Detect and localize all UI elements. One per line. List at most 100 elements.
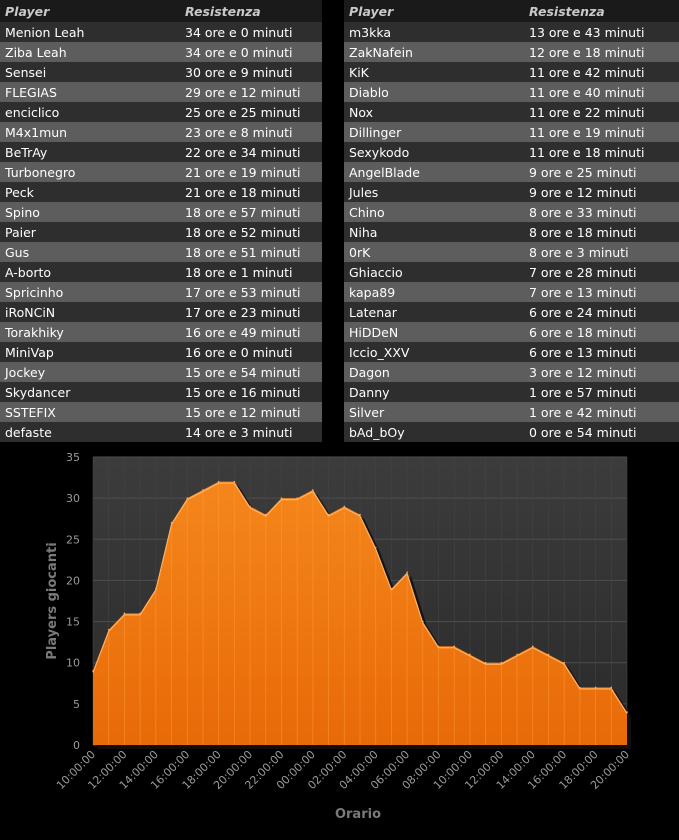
table-row: Menion Leah 34 ore e 0 minuti	[0, 22, 322, 42]
player-name: Iccio_XXV	[349, 345, 410, 360]
data-point	[233, 480, 236, 483]
player-name: KiK	[349, 65, 369, 80]
data-point	[327, 513, 330, 516]
player-name: Chino	[349, 205, 385, 220]
table-row: Jockey 15 ore e 54 minuti	[0, 362, 322, 382]
data-point	[312, 489, 314, 491]
player-name: Jockey	[5, 365, 46, 380]
resistance-value: 1 ore e 57 minuti	[529, 385, 637, 400]
table-row: Chino 8 ore e 33 minuti	[344, 202, 679, 222]
player-name: Skydancer	[5, 385, 71, 400]
player-name: ZakNafein	[349, 45, 413, 60]
table-row: Torakhiky 16 ore e 49 minuti	[0, 322, 322, 342]
player-name: A-borto	[5, 265, 52, 280]
resistance-value: 29 ore e 12 minuti	[185, 85, 301, 100]
resistance-value: 18 ore e 52 minuti	[185, 225, 301, 240]
resistance-value: 11 ore e 42 minuti	[529, 65, 645, 80]
data-point	[500, 661, 503, 664]
data-point	[202, 489, 204, 491]
table-row: Diablo 11 ore e 40 minuti	[344, 82, 679, 102]
table-row: Gus 18 ore e 51 minuti	[0, 242, 322, 262]
resistance-value: 7 ore e 13 minuti	[529, 285, 637, 300]
table-row: Ziba Leah 34 ore e 0 minuti	[0, 42, 322, 62]
player-name: Diablo	[349, 85, 389, 100]
data-point	[249, 505, 251, 508]
table-row: defaste 14 ore e 3 minuti	[0, 422, 322, 442]
resistance-value: 21 ore e 18 minuti	[185, 185, 301, 200]
table-row: iRoNCiN 17 ore e 23 minuti	[0, 302, 322, 322]
resistance-value: 8 ore e 33 minuti	[529, 205, 637, 220]
data-point	[484, 661, 487, 664]
x-axis-label: Orario	[335, 807, 381, 822]
player-name: Niha	[349, 225, 378, 240]
resistance-value: 16 ore e 49 minuti	[185, 325, 301, 340]
data-point	[139, 612, 141, 615]
resistance-value: 11 ore e 19 minuti	[529, 125, 645, 140]
table-row: Dagon 3 ore e 12 minuti	[344, 362, 679, 382]
player-name: Dillinger	[349, 125, 402, 140]
data-point	[610, 686, 613, 689]
resistance-value: 11 ore e 18 minuti	[529, 145, 645, 160]
resistance-value: 15 ore e 54 minuti	[185, 365, 301, 380]
data-point	[422, 620, 424, 623]
resistance-value: 23 ore e 8 minuti	[185, 125, 293, 140]
data-point	[531, 645, 534, 648]
resistance-value: 0 ore e 54 minuti	[529, 425, 637, 440]
player-name: kapa89	[349, 285, 396, 300]
player-name: Jules	[349, 185, 379, 200]
data-point	[359, 513, 361, 516]
player-name: FLEGIAS	[5, 85, 57, 100]
resistance-value: 12 ore e 18 minuti	[529, 45, 645, 60]
data-point	[469, 653, 471, 656]
player-name: Dagon	[349, 365, 390, 380]
player-name: Ziba Leah	[5, 45, 67, 60]
table-row: BeTrAy 22 ore e 34 minuti	[0, 142, 322, 162]
resistance-value: 34 ore e 0 minuti	[185, 25, 293, 40]
resistance-value: 14 ore e 3 minuti	[185, 425, 293, 440]
table-header: Player Resistenza	[0, 0, 322, 22]
table-row: Niha 8 ore e 18 minuti	[344, 222, 679, 242]
y-axis-ticks: 0 5 10 15 20 25 30 35	[66, 451, 80, 752]
resistance-value: 7 ore e 28 minuti	[529, 265, 637, 280]
data-point	[453, 645, 456, 648]
data-point	[92, 670, 94, 672]
player-name: m3kka	[349, 25, 392, 40]
resistance-value: 17 ore e 23 minuti	[185, 305, 301, 320]
player-name: Sensei	[5, 65, 47, 80]
table-rows: m3kka 13 ore e 43 minuti ZakNafein 12 ore e…	[344, 22, 679, 442]
data-point	[390, 587, 393, 590]
data-point	[123, 612, 126, 615]
data-point	[563, 661, 565, 664]
table-row: bAd_bOy 0 ore e 54 minuti	[344, 422, 679, 442]
player-name: HiDDeN	[349, 325, 399, 340]
data-point	[516, 653, 518, 656]
player-name: defaste	[5, 425, 52, 440]
player-name: Torakhiky	[5, 325, 64, 340]
resistance-column-header: Resistenza	[185, 4, 261, 19]
y-tick-label: 30	[66, 492, 80, 505]
player-name: iRoNCiN	[5, 305, 56, 320]
player-name: enciclico	[5, 105, 60, 120]
data-point	[343, 505, 346, 508]
table-row: Silver 1 ore e 42 minuti	[344, 402, 679, 422]
player-name: M4x1mun	[5, 125, 68, 140]
resistance-value: 1 ore e 42 minuti	[529, 405, 637, 420]
data-point	[594, 686, 597, 689]
player-name: Spino	[5, 205, 40, 220]
resistance-value: 8 ore e 3 minuti	[529, 245, 629, 260]
resistance-value: 18 ore e 1 minuti	[185, 265, 293, 280]
data-point	[217, 480, 220, 483]
player-name: Silver	[349, 405, 385, 420]
y-tick-label: 15	[66, 616, 80, 629]
player-name: Peck	[5, 185, 34, 200]
player-name: MiniVap	[5, 345, 54, 360]
resistance-value: 18 ore e 57 minuti	[185, 205, 301, 220]
data-point	[626, 711, 628, 713]
data-point	[107, 629, 110, 631]
player-name: Sexykodo	[349, 145, 410, 160]
table-row: Iccio_XXV 6 ore e 13 minuti	[344, 342, 679, 362]
table-row: A-borto 18 ore e 1 minuti	[0, 262, 322, 282]
table-row: AngelBlade 9 ore e 25 minuti	[344, 162, 679, 182]
player-name: 0rK	[349, 245, 371, 260]
table-row: enciclico 25 ore e 25 minuti	[0, 102, 322, 122]
